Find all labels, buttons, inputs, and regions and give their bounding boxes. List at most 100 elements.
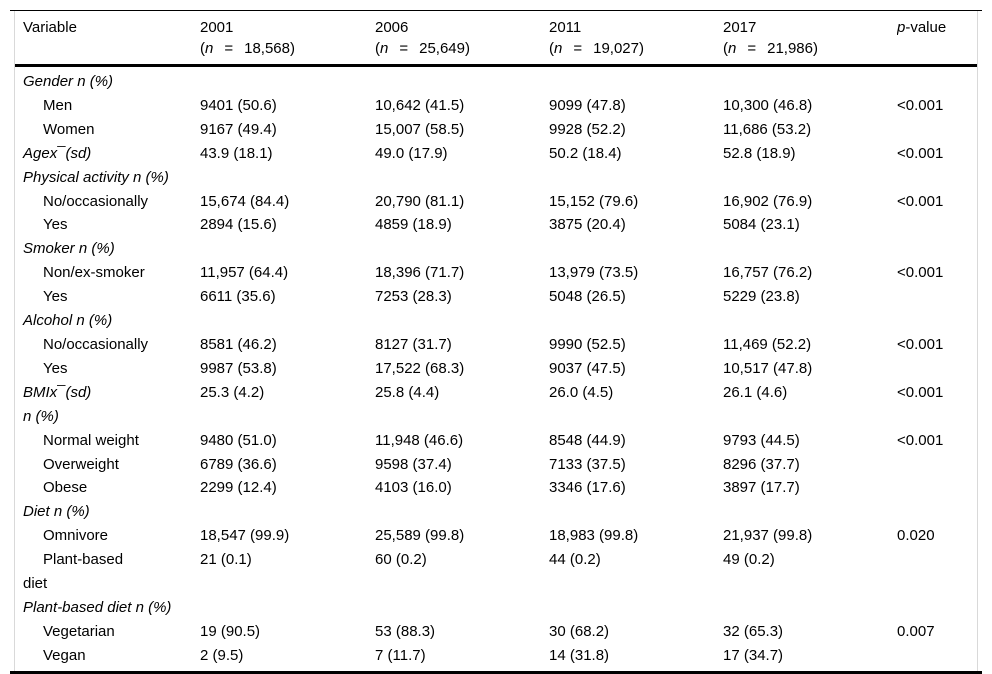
cell-p-value <box>897 309 977 333</box>
column-header-2006: 2006 (n = 25,649) <box>375 11 549 67</box>
table-row-alcohol-n: Alcohol n (%) <box>15 309 977 333</box>
cell-2006 <box>375 500 549 524</box>
cell-2017 <box>723 166 897 190</box>
cell-2011: 3346 (17.6) <box>549 479 626 497</box>
year-label: 2006 <box>375 19 409 36</box>
cell-p-value <box>897 213 977 237</box>
column-header-2017: 2017 (n = 21,986) <box>723 11 897 67</box>
year-label: 2001 <box>200 19 234 36</box>
cell-2006: 8127 (31.7) <box>375 335 452 353</box>
year-label: 2017 <box>723 19 757 36</box>
sample-size-label: (n = 25,649) <box>375 40 470 57</box>
cell-2001: 15,674 (84.4) <box>200 192 290 210</box>
table-row-gender-n: Gender n (%) <box>15 66 977 94</box>
cell-2011: 9990 (52.5) <box>549 335 626 353</box>
cell-2001: 8581 (46.2) <box>200 335 277 353</box>
cell-2017: 49 (0.2) <box>723 551 775 569</box>
cell-2001: 19 (90.5) <box>200 622 261 640</box>
cell-2006: 4103 (16.0) <box>375 479 452 497</box>
table-row-normal-weight: Normal weight 9480 (51.0) 11,948 (46.6) 854… <box>15 429 977 453</box>
cell-p-value <box>897 572 977 596</box>
cell-p-value: <0.001 <box>897 383 944 401</box>
cell-2001: 2299 (12.4) <box>200 479 277 497</box>
cell-2011: 14 (31.8) <box>549 646 610 664</box>
cell-2006: 20,790 (81.1) <box>375 192 465 210</box>
cell-2006: 7253 (28.3) <box>375 288 452 306</box>
cell-2017: 16,902 (76.9) <box>723 192 813 210</box>
table-row-vegetarian: Vegetarian 19 (90.5) 53 (88.3) 30 (68.2) 32 … <box>15 620 977 644</box>
cell-2006 <box>375 66 549 94</box>
table-row-overweight: Overweight 6789 (36.6) 9598 (37.4) 7133 (37… <box>15 453 977 477</box>
cell-2001: 9480 (51.0) <box>200 431 277 449</box>
cell-2011 <box>549 500 723 524</box>
cell-2006: 49.0 (17.9) <box>375 144 448 162</box>
cell-2006 <box>375 166 549 190</box>
cell-2017: 10,300 (46.8) <box>723 96 813 114</box>
sample-size-label: (n = 19,027) <box>549 40 644 57</box>
cell-variable: Agex¯(sd) <box>23 144 92 162</box>
cell-variable: Yes <box>43 216 68 234</box>
cell-2011: 3875 (20.4) <box>549 216 626 234</box>
cell-2017: 5229 (23.8) <box>723 288 800 306</box>
header-row: Variable 2001 (n = 18,568) 2006 (n = 25,649) 201… <box>15 11 977 67</box>
p-value-header-rest: -value <box>905 19 947 36</box>
cell-p-value: 0.020 <box>897 527 935 545</box>
cell-p-value <box>897 405 977 429</box>
cell-2011: 9099 (47.8) <box>549 96 626 114</box>
table-row-men: Men 9401 (50.6) 10,642 (41.5) 9099 (47.8) 10… <box>15 94 977 118</box>
cell-2011: 5048 (26.5) <box>549 288 626 306</box>
baseline-characteristics-table: Variable 2001 (n = 18,568) 2006 (n = 25,649) 201… <box>10 10 982 674</box>
cell-p-value: 0.007 <box>897 622 935 640</box>
cell-p-value <box>897 285 977 309</box>
cell-2006: 25.8 (4.4) <box>375 383 440 401</box>
cell-p-value: <0.001 <box>897 144 944 162</box>
cell-variable: Yes <box>43 288 68 306</box>
cell-2011: 7133 (37.5) <box>549 455 626 473</box>
cell-2017: 16,757 (76.2) <box>723 264 813 282</box>
cell-2006: 17,522 (68.3) <box>375 359 465 377</box>
cell-2017: 17 (34.7) <box>723 646 784 664</box>
cell-2011 <box>549 572 723 596</box>
cell-variable: Non/ex-smoker <box>43 264 145 282</box>
cell-2001: 11,957 (64.4) <box>200 264 289 282</box>
table-row-plant-based-diet-n: Plant-based diet n (%) <box>15 596 977 620</box>
cell-2017: 5084 (23.1) <box>723 216 800 234</box>
cell-2001 <box>200 309 375 333</box>
cell-2001 <box>200 237 375 261</box>
table-row-diet: diet <box>15 572 977 596</box>
variable-header-label: Variable <box>23 19 77 36</box>
cell-2001: 6789 (36.6) <box>200 455 277 473</box>
cell-2001: 18,547 (99.9) <box>200 527 290 545</box>
cell-p-value <box>897 596 977 620</box>
cell-2001 <box>200 500 375 524</box>
cell-p-value <box>897 500 977 524</box>
cell-p-value <box>897 476 977 500</box>
cell-variable: BMIx¯(sd) <box>23 383 92 401</box>
cell-2017 <box>723 237 897 261</box>
cell-variable: Overweight <box>43 455 119 473</box>
table-row-vegan: Vegan 2 (9.5) 7 (11.7) 14 (31.8) 17 (34.7) <box>15 644 977 671</box>
cell-2011 <box>549 405 723 429</box>
cell-2011 <box>549 166 723 190</box>
table-row-physical-activity-n: Physical activity n (%) <box>15 166 977 190</box>
cell-2011 <box>549 596 723 620</box>
cell-variable: Obese <box>43 479 88 497</box>
cell-p-value: <0.001 <box>897 192 944 210</box>
p-symbol: p <box>897 19 906 36</box>
cell-variable: Vegetarian <box>43 622 115 640</box>
cell-2017: 9793 (44.5) <box>723 431 800 449</box>
cell-2017 <box>723 500 897 524</box>
cell-2001: 9401 (50.6) <box>200 96 277 114</box>
cell-2001: 2 (9.5) <box>200 646 244 664</box>
cell-2011: 9928 (52.2) <box>549 120 626 138</box>
cell-variable: Plant-based diet n (%) <box>23 598 172 616</box>
table-row-obese: Obese 2299 (12.4) 4103 (16.0) 3346 (17.6) 38… <box>15 476 977 500</box>
cell-2001: 25.3 (4.2) <box>200 383 265 401</box>
cell-2017: 11,469 (52.2) <box>723 335 812 353</box>
cell-2011: 30 (68.2) <box>549 622 610 640</box>
cell-2006 <box>375 572 549 596</box>
cell-2017: 3897 (17.7) <box>723 479 800 497</box>
cell-variable: No/occasionally <box>43 192 149 210</box>
cell-2001: 21 (0.1) <box>200 551 252 569</box>
cell-variable: Alcohol n (%) <box>23 312 113 330</box>
